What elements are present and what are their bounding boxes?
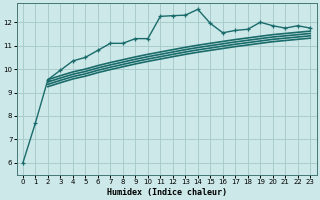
X-axis label: Humidex (Indice chaleur): Humidex (Indice chaleur): [107, 188, 227, 197]
